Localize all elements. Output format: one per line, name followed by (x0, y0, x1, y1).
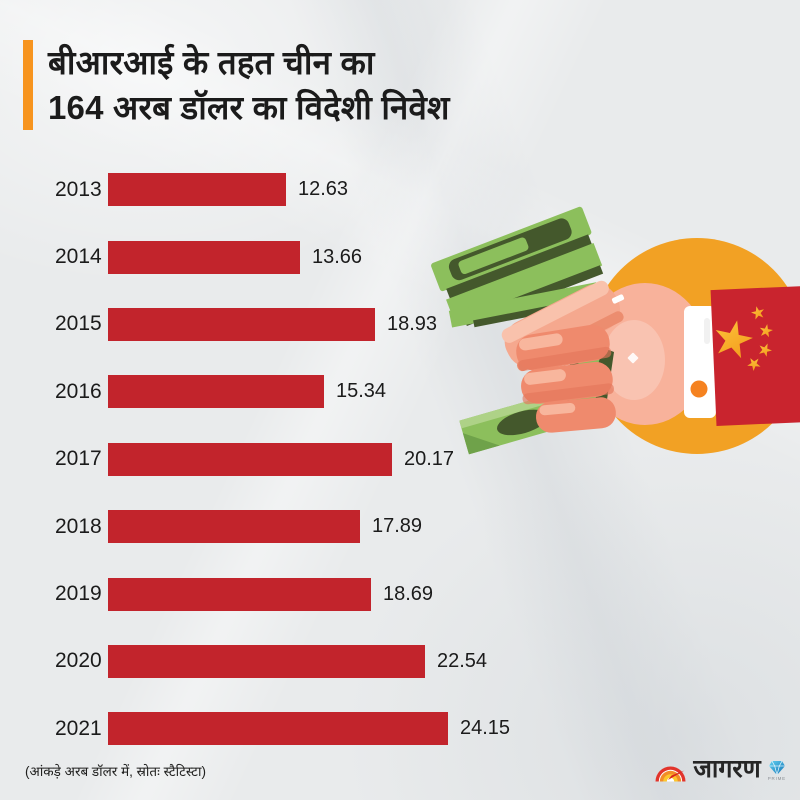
year-label: 2015 (55, 312, 102, 336)
chart-row: 2021 24.15 (0, 695, 800, 762)
prime-diamond-icon (768, 761, 785, 775)
value-label: 15.34 (336, 380, 387, 403)
year-label: 2017 (55, 447, 102, 471)
value-label: 22.54 (437, 649, 488, 672)
value-bar (108, 442, 392, 476)
title-line-1: बीआरआई के तहत चीन का (48, 44, 375, 81)
chart-row: 2020 22.54 (0, 628, 800, 695)
year-label: 2016 (55, 379, 102, 403)
year-label: 2013 (55, 177, 102, 201)
value-bar (108, 712, 448, 746)
value-label: 17.89 (372, 515, 423, 538)
value-bar (108, 644, 425, 678)
year-label: 2021 (55, 716, 102, 740)
chart-row: 2015 18.93 (0, 291, 800, 358)
value-bar (108, 510, 360, 544)
title-block: बीआरआई के तहत चीन का 164 अरब डॉलर का विद… (23, 40, 450, 130)
prime-label: PRIME (767, 776, 786, 781)
chart-row: 2017 20.17 (0, 426, 800, 493)
chart-row: 2018 17.89 (0, 493, 800, 560)
year-label: 2019 (55, 582, 102, 606)
value-bar (108, 240, 300, 274)
source-footnote: (आंकड़े अरब डॉलर में, स्रोतः स्टैटिस्टा) (25, 764, 206, 779)
chart-row: 2019 18.69 (0, 560, 800, 627)
prime-badge: PRIME (768, 761, 786, 781)
value-label: 20.17 (404, 447, 455, 470)
value-bar (108, 307, 375, 341)
chart-row: 2016 15.34 (0, 358, 800, 425)
chart-row: 2013 12.63 (0, 156, 800, 223)
year-label: 2020 (55, 649, 102, 673)
jagran-rainbow-icon (655, 766, 686, 782)
jagran-logo: जागरण PRIME (655, 756, 786, 782)
title-line-2: 164 अरब डॉलर का विदेशी निवेश (48, 89, 450, 126)
chart-row: 2014 13.66 (0, 223, 800, 290)
value-bar (108, 173, 286, 207)
value-label: 24.15 (460, 717, 511, 740)
value-label: 18.69 (383, 582, 434, 605)
value-label: 18.93 (387, 312, 438, 335)
page-title: बीआरआई के तहत चीन का 164 अरब डॉलर का विद… (48, 40, 450, 130)
title-accent-bar (23, 40, 33, 130)
value-bar (108, 375, 324, 409)
year-label: 2014 (55, 245, 102, 269)
value-bar (108, 577, 371, 611)
jagran-wordmark: जागरण (693, 755, 761, 783)
value-label: 13.66 (312, 245, 363, 268)
year-label: 2018 (55, 514, 102, 538)
value-label: 12.63 (298, 178, 349, 201)
bar-chart: 2013 12.63 2014 13.66 2015 18.93 2016 15… (0, 156, 800, 763)
